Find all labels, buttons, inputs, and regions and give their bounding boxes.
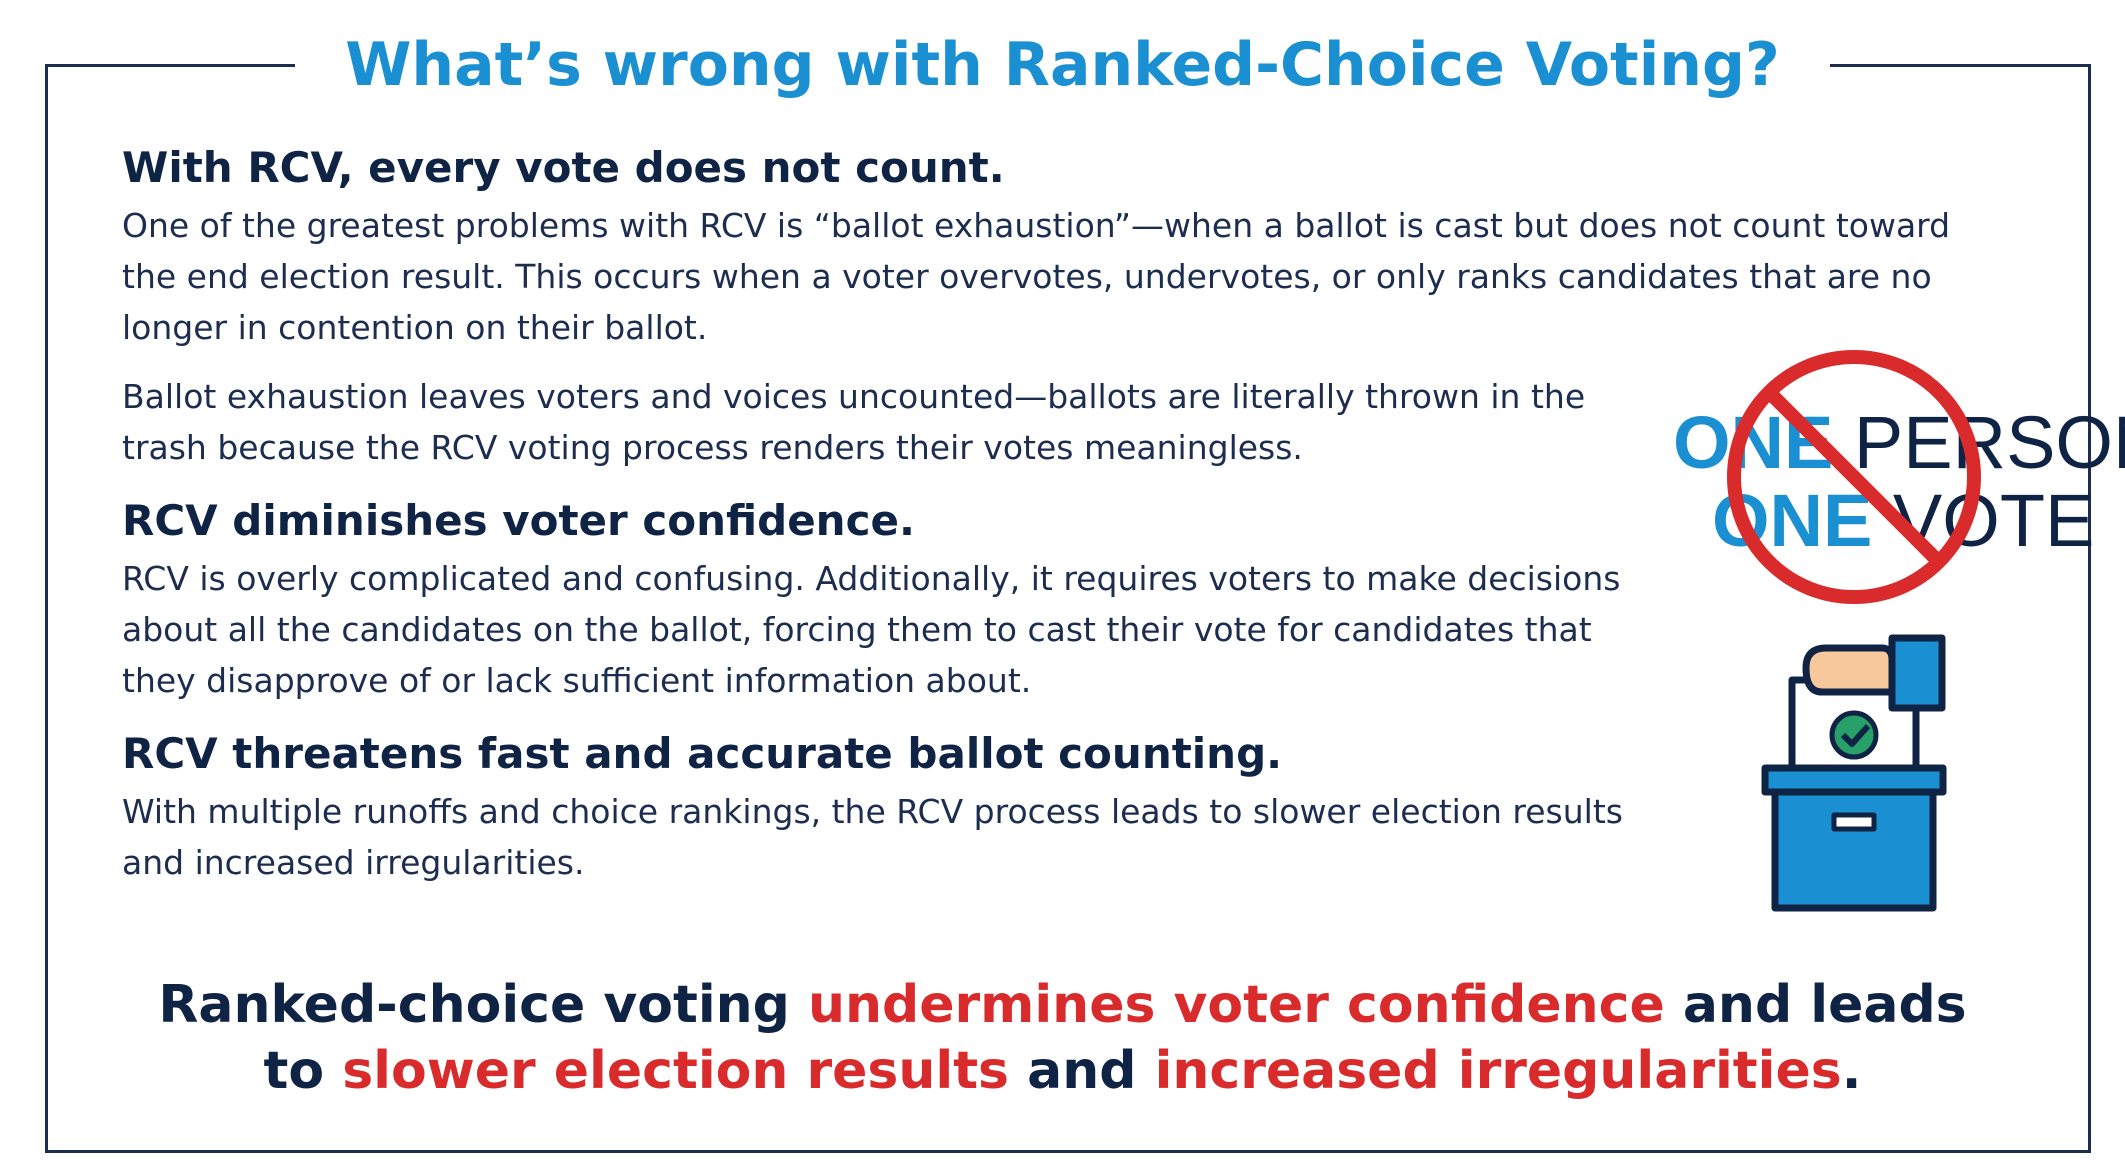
ballot-box	[1761, 634, 1947, 912]
prohibit-slash	[1765, 388, 1943, 566]
box-lid	[1761, 764, 1947, 796]
conclusion-segment: and leads	[1664, 975, 1967, 1035]
conclusion-segment: .	[1841, 1041, 1862, 1101]
prohibit-circle	[1727, 350, 1981, 604]
section-heading: With RCV, every vote does not count.	[122, 143, 1005, 192]
paragraph: One of the greatest problems with RCV is…	[122, 206, 1951, 347]
conclusion-segment: undermines voter confidence	[808, 975, 1665, 1035]
conclusion: Ranked-choice voting undermines voter co…	[0, 972, 2125, 1104]
box-handle	[1831, 812, 1877, 832]
check-circle	[1829, 710, 1879, 760]
logo: ONE PERSON ONE VOTE	[1673, 350, 2125, 604]
conclusion-line: to slower election results and increased…	[0, 1038, 2125, 1104]
box-body	[1771, 788, 1937, 912]
paragraph: With multiple runoffs and choice ranking…	[122, 792, 1623, 882]
conclusion-segment: to	[263, 1041, 343, 1101]
content: With RCV, every vote does not count. One …	[122, 130, 1982, 906]
frame	[45, 64, 2091, 1153]
section-heading: RCV threatens fast and accurate ballot c…	[122, 729, 1283, 778]
title: What’s wrong with Ranked-Choice Voting?	[305, 30, 1820, 100]
frame-line	[1830, 64, 2088, 67]
section-heading: RCV diminishes voter confidence.	[122, 496, 915, 545]
title-wrap: What’s wrong with Ranked-Choice Voting?	[0, 28, 2125, 102]
paragraph: RCV is overly complicated and confusing.…	[122, 559, 1621, 700]
conclusion-segment: Ranked-choice voting	[158, 975, 808, 1035]
sleeve	[1888, 634, 1946, 712]
hand	[1802, 644, 1896, 696]
conclusion-segment: slower election results	[342, 1041, 1010, 1101]
conclusion-segment: increased irregularities	[1154, 1041, 1842, 1101]
frame-line	[45, 64, 295, 67]
conclusion-line: Ranked-choice voting undermines voter co…	[0, 972, 2125, 1038]
logo-word: PERSON	[1854, 401, 2125, 484]
conclusion-segment: and	[1009, 1041, 1155, 1101]
check	[1840, 724, 1871, 747]
paragraph: Ballot exhaustion leaves voters and voic…	[122, 377, 1586, 467]
